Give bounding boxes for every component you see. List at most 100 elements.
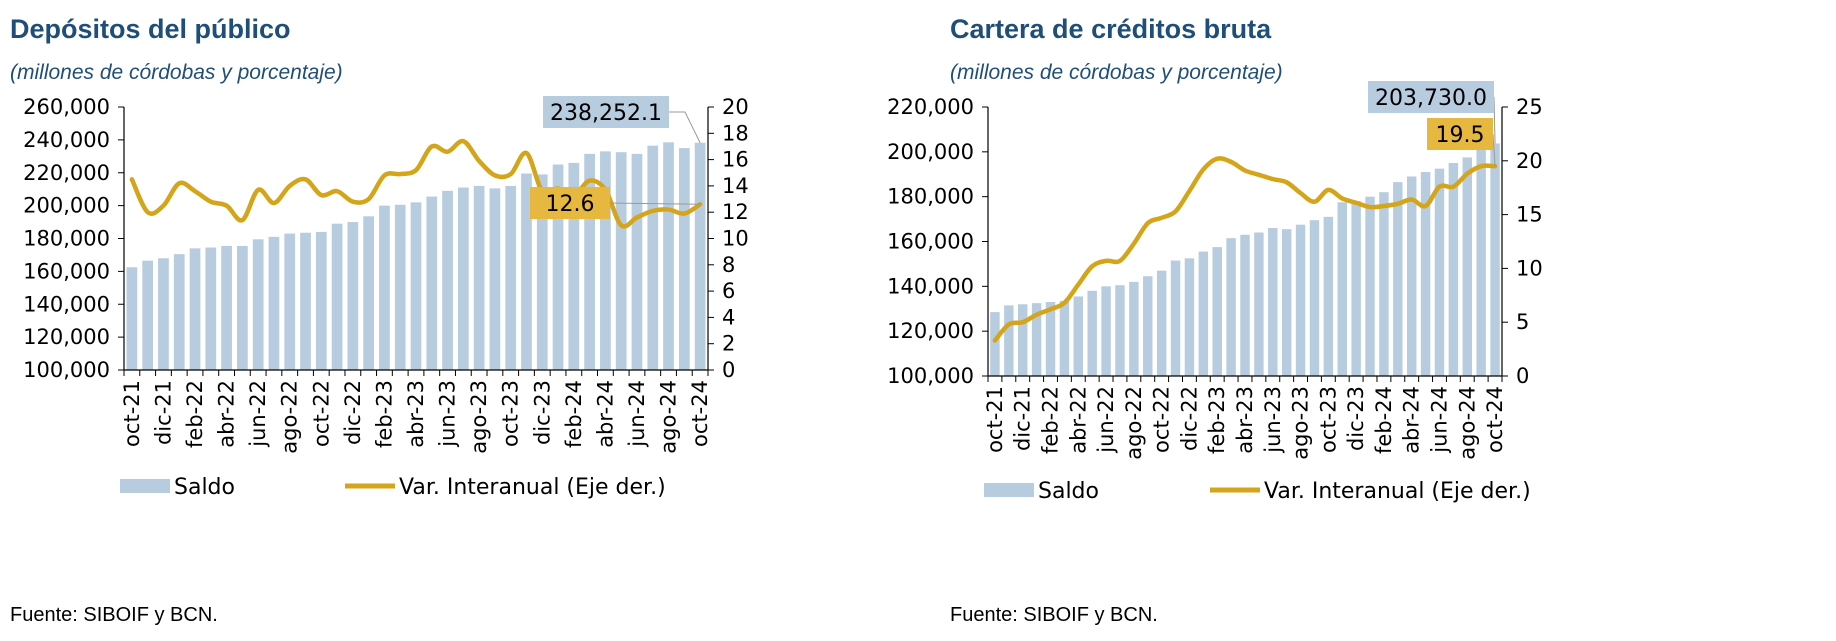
y2-tick-label: 0 [1516, 364, 1529, 388]
bar [1073, 296, 1084, 376]
x-tick-label: ago-23 [467, 380, 491, 454]
legend-label-var: Var. Interanual (Eje der.) [399, 475, 666, 500]
bar [584, 153, 595, 370]
chart-subtitle: (millones de córdobas y porcentaje) [10, 61, 343, 84]
y-tick-label: 240,000 [23, 128, 110, 152]
bar [1143, 276, 1153, 376]
x-tick-label: feb-23 [372, 380, 396, 448]
bar [1184, 258, 1195, 376]
bar [1490, 143, 1500, 376]
y-tick-label: 140,000 [23, 292, 110, 316]
chart-subtitle: (millones de córdobas y porcentaje) [950, 61, 1283, 84]
bar [268, 236, 280, 370]
bar [315, 231, 327, 370]
y2-tick-label: 0 [722, 358, 735, 382]
y-tick-label: 200,000 [23, 194, 110, 218]
y2-tick-label: 14 [722, 174, 749, 198]
bar [1059, 300, 1070, 376]
callout-label-saldo: 203,730.0 [1375, 86, 1487, 111]
y2-tick-label: 6 [722, 279, 735, 303]
x-tick-label: ago-23 [1289, 386, 1313, 460]
x-tick-label: oct-24 [1483, 386, 1507, 453]
x-tick-label: jun-24 [1427, 386, 1451, 454]
bar [457, 187, 469, 370]
bar [694, 142, 706, 370]
x-tick-label: ago-24 [1455, 386, 1479, 460]
bar [1226, 238, 1236, 376]
bar [1393, 182, 1403, 376]
bar [205, 247, 217, 370]
y-tick-label: 220,000 [887, 95, 974, 119]
x-tick-label: feb-24 [1372, 386, 1396, 454]
bar [1170, 260, 1181, 376]
bar [394, 204, 406, 370]
bar [663, 142, 674, 370]
x-tick-label: feb-22 [1039, 386, 1063, 454]
x-tick-label: ago-22 [1122, 386, 1146, 460]
bar [1295, 224, 1306, 376]
y-tick-label: 120,000 [23, 325, 110, 349]
x-tick-label: abr-23 [404, 380, 428, 448]
bar [1462, 157, 1472, 376]
legend-swatch-saldo [120, 479, 170, 493]
bar [1434, 168, 1445, 376]
callout-label-saldo: 238,252.1 [550, 101, 662, 126]
y2-tick-label: 18 [722, 121, 749, 145]
y2-tick-label: 10 [1516, 256, 1543, 280]
callout-label-var: 19.5 [1436, 123, 1485, 148]
x-tick-label: jun-22 [246, 380, 270, 448]
x-tick-label: dic-23 [1344, 386, 1368, 451]
bar [1254, 232, 1264, 376]
bar [568, 162, 580, 370]
bar [1323, 216, 1334, 376]
bar [600, 151, 611, 370]
callout-leader [609, 202, 701, 205]
chart-panel-cartera: Cartera de créditos bruta (millones de c… [887, 0, 1836, 641]
y2-tick-label: 10 [722, 227, 749, 251]
x-tick-label: dic-22 [341, 380, 365, 445]
legend-swatch-saldo [984, 483, 1034, 497]
chart-title: Depósitos del público [10, 14, 291, 44]
bar [1045, 302, 1056, 376]
bar [1129, 281, 1139, 376]
x-tick-label: oct-23 [1316, 386, 1340, 453]
legend-label-saldo: Saldo [1038, 479, 1099, 504]
y2-tick-label: 2 [722, 332, 735, 356]
bar [142, 260, 154, 370]
x-tick-label: abr-22 [1066, 386, 1090, 454]
callout-box-var [1427, 118, 1493, 150]
bar [158, 258, 169, 370]
bar [331, 223, 343, 370]
x-tick-label: jun-22 [1094, 386, 1118, 454]
y-tick-label: 180,000 [23, 227, 110, 251]
bar [189, 248, 201, 370]
x-tick-label: abr-22 [215, 380, 239, 448]
y2-tick-label: 8 [722, 253, 735, 277]
chart-source: Fuente: SIBOIF y BCN. [950, 604, 1158, 626]
bar [1309, 220, 1320, 376]
x-tick-label: oct-22 [1150, 386, 1174, 453]
callout-box-saldo [1368, 81, 1494, 113]
bar [1351, 201, 1361, 376]
bar [489, 188, 501, 370]
bar [1337, 202, 1347, 376]
x-tick-label: jun-24 [625, 380, 649, 448]
y2-tick-label: 15 [1516, 203, 1543, 227]
x-tick-label: oct-21 [983, 386, 1007, 453]
bar [300, 232, 311, 370]
callout-leader [1493, 96, 1496, 144]
x-tick-label: jun-23 [436, 380, 460, 448]
series-line [992, 156, 1498, 343]
y-tick-label: 160,000 [23, 259, 110, 283]
x-tick-label: feb-23 [1205, 386, 1229, 454]
y2-tick-label: 12 [722, 200, 749, 224]
x-tick-label: dic-22 [1177, 386, 1201, 451]
y2-tick-label: 16 [722, 148, 749, 172]
y-tick-label: 220,000 [23, 161, 110, 185]
callout-leader [669, 111, 701, 143]
bar [521, 173, 532, 370]
x-tick-label: abr-23 [1233, 386, 1257, 454]
bar [1406, 176, 1417, 376]
bar [1115, 285, 1125, 376]
bar [284, 233, 296, 370]
